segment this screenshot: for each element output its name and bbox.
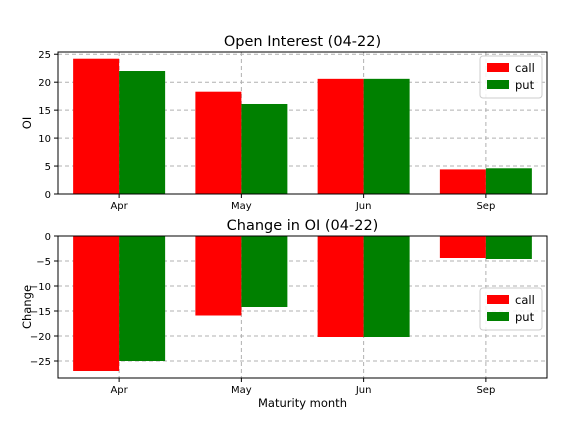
x-tick-label: Jun bbox=[355, 385, 372, 396]
y-axis-label: Change bbox=[20, 285, 34, 329]
legend-label-put: put bbox=[515, 78, 535, 92]
legend-swatch-put bbox=[487, 312, 509, 321]
x-tick-label: May bbox=[231, 385, 252, 396]
legend-label-call: call bbox=[515, 293, 535, 307]
y-tick-label: 15 bbox=[38, 106, 51, 117]
bar-call-sep bbox=[439, 236, 486, 258]
bar-call-apr bbox=[73, 236, 120, 371]
y-tick-label: 5 bbox=[45, 162, 51, 173]
chart-panel-0 bbox=[54, 51, 548, 198]
y-tick-label: −25 bbox=[30, 357, 51, 368]
bar-put-sep bbox=[485, 168, 532, 194]
chart-panel-1 bbox=[54, 235, 548, 382]
y-tick-label: 0 bbox=[45, 190, 51, 201]
bar-put-jun bbox=[363, 78, 410, 194]
chart-title: Open Interest (04-22) bbox=[224, 34, 381, 50]
x-tick-label: Sep bbox=[476, 201, 495, 212]
y-tick-label: −5 bbox=[36, 257, 51, 268]
bar-put-may bbox=[241, 236, 288, 307]
x-axis-label: Maturity month bbox=[258, 396, 347, 410]
y-tick-label: −20 bbox=[30, 332, 51, 343]
y-tick-label: 25 bbox=[38, 50, 51, 61]
plot-frame bbox=[57, 235, 548, 379]
bar-call-may bbox=[195, 91, 242, 194]
bar-put-sep bbox=[485, 236, 532, 259]
legend-label-put: put bbox=[515, 310, 535, 324]
y-tick-label: −10 bbox=[30, 282, 51, 293]
x-tick-label: May bbox=[231, 201, 252, 212]
bar-put-jun bbox=[363, 236, 410, 337]
bar-put-may bbox=[241, 103, 288, 194]
bar-put-apr bbox=[119, 236, 166, 361]
y-tick-label: −15 bbox=[30, 307, 51, 318]
y-tick-label: 20 bbox=[38, 78, 51, 89]
y-tick-label: 0 bbox=[45, 232, 51, 243]
y-tick-label: 10 bbox=[38, 134, 51, 145]
x-tick-label: Sep bbox=[476, 385, 495, 396]
bar-call-may bbox=[195, 236, 242, 316]
chart-title: Change in OI (04-22) bbox=[227, 218, 379, 234]
bar-call-sep bbox=[439, 169, 486, 194]
x-tick-label: Apr bbox=[110, 385, 128, 396]
x-tick-label: Apr bbox=[110, 201, 128, 212]
x-tick-label: Jun bbox=[355, 201, 372, 212]
legend-swatch-call bbox=[487, 295, 509, 304]
legend-swatch-call bbox=[487, 63, 509, 72]
bar-call-apr bbox=[73, 58, 120, 194]
plot-frame bbox=[57, 51, 548, 195]
bar-call-jun bbox=[317, 78, 364, 194]
legend-swatch-put bbox=[487, 80, 509, 89]
legend-label-call: call bbox=[515, 61, 535, 75]
y-axis-label: OI bbox=[20, 117, 34, 129]
bar-call-jun bbox=[317, 236, 364, 337]
bar-put-apr bbox=[119, 71, 166, 194]
